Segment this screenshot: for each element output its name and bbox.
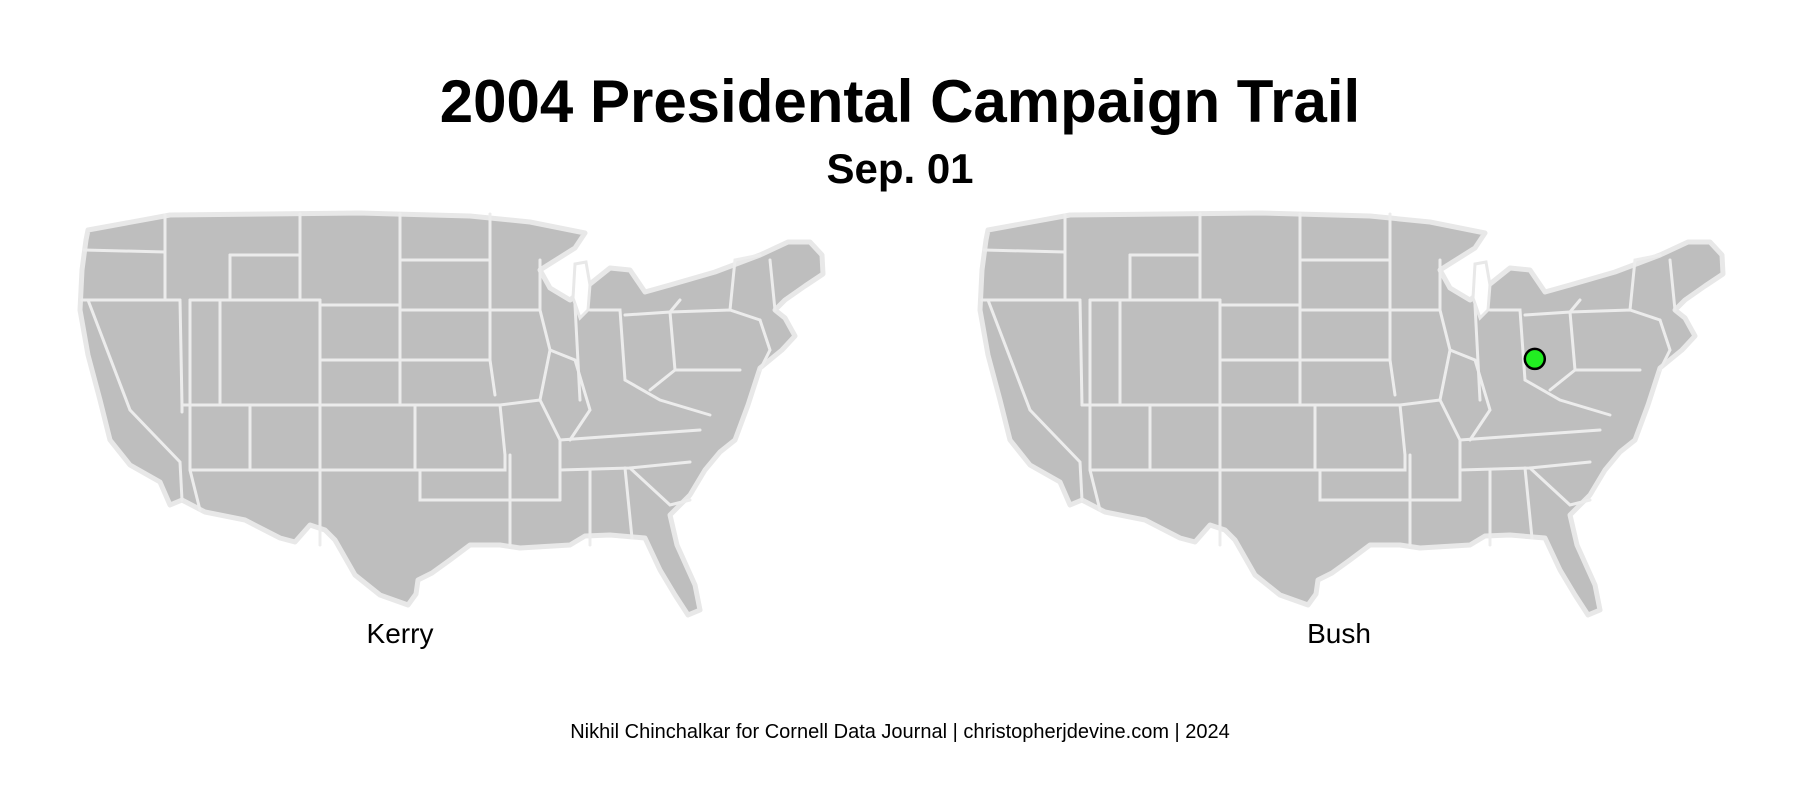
lake-michigan: [1471, 260, 1492, 321]
kerry-label: Kerry: [366, 618, 434, 649]
bush-stops: [1523, 347, 1547, 371]
bush-map: [977, 210, 1726, 618]
date-subtitle: Sep. 01: [826, 145, 974, 192]
lake-michigan: [571, 260, 592, 321]
us-basemap: [77, 210, 826, 618]
page-title: 2004 Presidental Campaign Trail: [439, 68, 1361, 135]
source-caption: Nikhil Chinchalkar for Cornell Data Jour…: [570, 721, 1230, 743]
bush-label: Bush: [1307, 618, 1371, 649]
state-borders: [980, 212, 1677, 547]
state-borders: [80, 212, 777, 547]
us-basemap: [977, 210, 1726, 618]
campaign-stop-marker: [1523, 347, 1547, 371]
kerry-map: [77, 210, 826, 618]
